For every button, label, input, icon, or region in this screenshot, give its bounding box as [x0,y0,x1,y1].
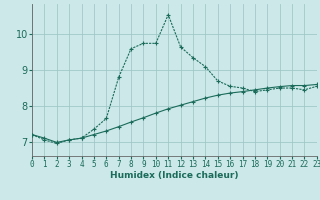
X-axis label: Humidex (Indice chaleur): Humidex (Indice chaleur) [110,171,239,180]
